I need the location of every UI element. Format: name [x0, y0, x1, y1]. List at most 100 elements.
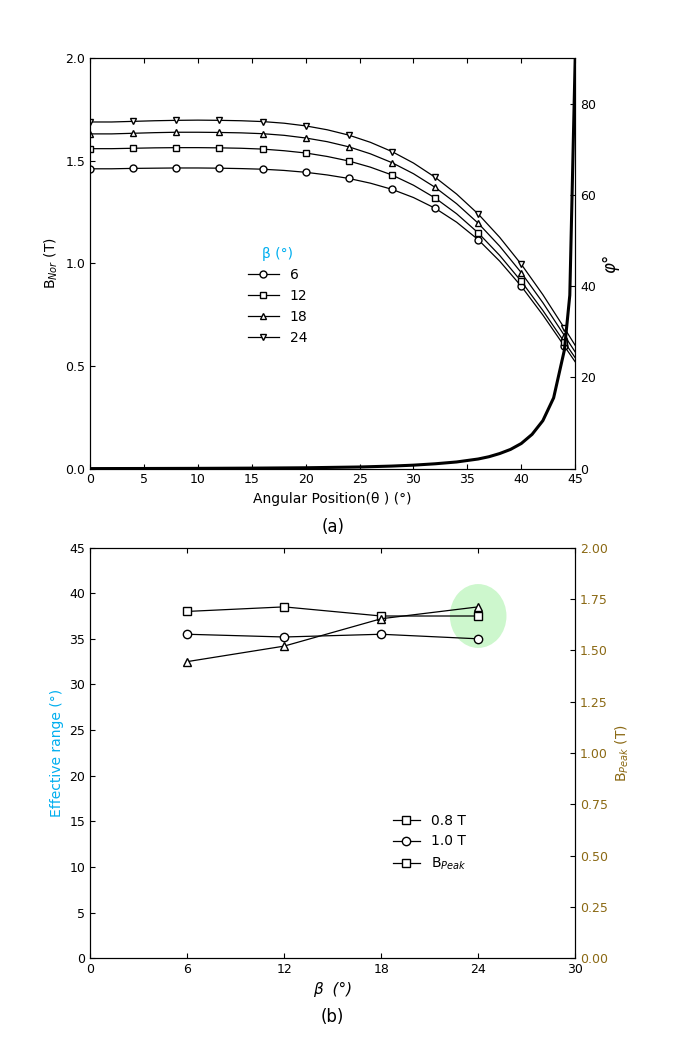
24	[172, 114, 180, 126]
1.0 T	[377, 628, 385, 640]
12	[453, 207, 461, 220]
18	[86, 127, 94, 140]
6	[410, 192, 418, 204]
12	[560, 336, 568, 349]
24	[107, 116, 116, 128]
18	[323, 136, 331, 148]
Line: B$_{Peak}$: B$_{Peak}$	[183, 602, 482, 665]
24	[323, 123, 331, 136]
Line: 18: 18	[87, 128, 579, 356]
6	[323, 168, 331, 181]
12	[216, 141, 224, 154]
24	[129, 115, 137, 127]
6	[560, 340, 568, 353]
24	[571, 339, 579, 352]
24	[538, 289, 547, 301]
12	[194, 141, 202, 154]
6	[431, 202, 439, 215]
Line: 0.8 T: 0.8 T	[183, 602, 482, 620]
24	[560, 322, 568, 335]
B$_{Peak}$	[377, 613, 385, 625]
24	[86, 116, 94, 128]
18	[453, 197, 461, 210]
0.8 T	[474, 610, 482, 622]
24	[431, 171, 439, 183]
6	[388, 183, 396, 196]
12	[301, 146, 310, 159]
18	[301, 132, 310, 144]
Y-axis label: B$_{Nor}$ (T): B$_{Nor}$ (T)	[42, 237, 60, 290]
6	[301, 166, 310, 179]
12	[388, 168, 396, 181]
Legend: 0.8 T, 1.0 T, B$_{Peak}$: 0.8 T, 1.0 T, B$_{Peak}$	[387, 808, 473, 877]
24	[301, 120, 310, 133]
6	[216, 162, 224, 175]
12	[495, 250, 504, 262]
6	[571, 356, 579, 369]
12	[107, 142, 116, 155]
12	[323, 151, 331, 163]
18	[388, 156, 396, 168]
18	[571, 345, 579, 358]
6	[258, 163, 267, 176]
Line: 12: 12	[87, 144, 579, 361]
18	[366, 147, 374, 160]
Text: (b): (b)	[321, 1008, 344, 1026]
18	[431, 181, 439, 194]
B$_{Peak}$	[183, 655, 191, 668]
6	[495, 255, 504, 267]
18	[194, 126, 202, 139]
18	[538, 296, 547, 309]
24	[474, 207, 482, 220]
12	[150, 141, 159, 154]
Text: (a): (a)	[321, 518, 344, 536]
6	[129, 162, 137, 175]
B$_{Peak}$	[280, 640, 288, 653]
6	[366, 177, 374, 190]
6	[538, 309, 547, 321]
Y-axis label: φ°: φ°	[602, 254, 620, 273]
6	[107, 162, 116, 175]
12	[237, 142, 245, 155]
18	[280, 130, 288, 142]
0.8 T	[280, 600, 288, 613]
24	[280, 117, 288, 130]
Line: 24: 24	[87, 117, 579, 349]
18	[410, 167, 418, 180]
6	[474, 234, 482, 246]
24	[344, 128, 353, 141]
B$_{Peak}$	[474, 600, 482, 613]
12	[538, 304, 547, 317]
12	[258, 143, 267, 156]
24	[237, 115, 245, 127]
18	[560, 330, 568, 342]
18	[517, 266, 525, 279]
12	[410, 179, 418, 192]
12	[474, 226, 482, 239]
Y-axis label: Effective range (°): Effective range (°)	[50, 689, 64, 817]
6	[344, 172, 353, 184]
0.8 T	[377, 610, 385, 622]
12	[280, 144, 288, 157]
X-axis label: β  (°): β (°)	[313, 981, 352, 996]
Legend: 6, 12, 18, 24: 6, 12, 18, 24	[243, 241, 313, 351]
24	[453, 187, 461, 200]
18	[172, 126, 180, 139]
24	[388, 145, 396, 158]
18	[237, 126, 245, 139]
18	[129, 127, 137, 140]
18	[258, 127, 267, 140]
6	[453, 216, 461, 229]
6	[237, 162, 245, 175]
6	[280, 164, 288, 177]
6	[172, 162, 180, 175]
6	[194, 162, 202, 175]
1.0 T	[280, 631, 288, 643]
6	[517, 280, 525, 293]
Line: 1.0 T: 1.0 T	[183, 630, 482, 643]
18	[150, 126, 159, 139]
0.8 T	[183, 605, 191, 618]
18	[495, 240, 504, 253]
12	[366, 161, 374, 174]
12	[571, 352, 579, 364]
